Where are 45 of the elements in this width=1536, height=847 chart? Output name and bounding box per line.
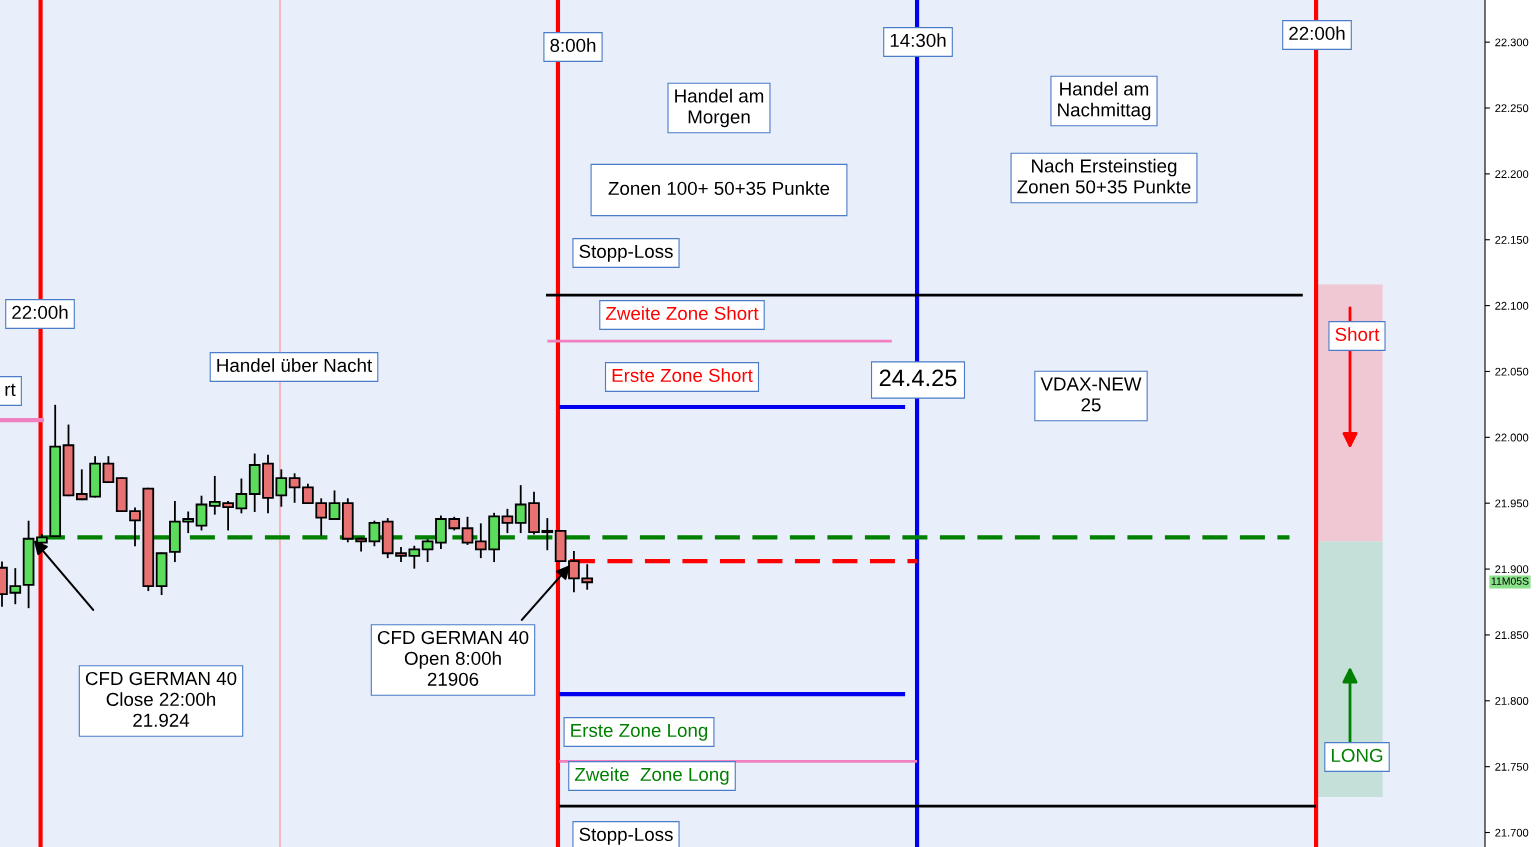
candlestick bbox=[195, 495, 208, 531]
y-tick-label: 22.250 bbox=[1495, 104, 1529, 113]
annotation: 22:00h bbox=[12, 305, 68, 320]
y-tick-label: 22.100 bbox=[1495, 301, 1529, 310]
annotation: Zweite Zone Long bbox=[574, 767, 729, 785]
candlestick bbox=[288, 473, 301, 503]
candlestick bbox=[421, 539, 434, 563]
annotation: 22:00h bbox=[1289, 26, 1345, 41]
candlestick bbox=[235, 478, 248, 514]
text: 11M05S bbox=[1491, 577, 1529, 585]
y-tick-label: 21.750 bbox=[1495, 762, 1529, 771]
annotation: 14:30h bbox=[890, 33, 946, 48]
annotation: LONG bbox=[1331, 748, 1383, 763]
annotation: Stopp-Loss bbox=[579, 244, 673, 262]
y-tick-label: 22.200 bbox=[1495, 170, 1529, 179]
candlestick bbox=[102, 456, 115, 484]
annotation: Handel über Nacht bbox=[217, 358, 373, 373]
annotation: Erste Zone Long bbox=[571, 723, 708, 741]
annotation: rt bbox=[5, 383, 16, 396]
y-tick-label: 22.050 bbox=[1495, 367, 1529, 376]
annotation: Handel am Morgen bbox=[675, 88, 764, 128]
y-tick-label: 21.700 bbox=[1495, 828, 1529, 837]
y-tick-label: 22.150 bbox=[1495, 236, 1529, 244]
annotation: Handel am Nachmittag bbox=[1058, 81, 1151, 121]
annotation: 8:00h bbox=[550, 38, 596, 53]
annotation: Nach Ersteinstieg Zonen 50+35 Punkte bbox=[1017, 158, 1191, 194]
candlestick bbox=[461, 516, 474, 545]
annotation: Zonen 100+ 50+35 Punkte bbox=[608, 181, 830, 196]
annotation: VDAX-NEW 25 bbox=[1040, 377, 1142, 412]
annotation: Erste Zone Short bbox=[612, 368, 753, 383]
annotation: CFD GERMAN 40 Close 22:00h 21.924 bbox=[85, 671, 237, 727]
annotation: Short bbox=[1335, 327, 1380, 342]
annotation: Zweite Zone Short bbox=[606, 306, 759, 321]
y-tick-label: 21.950 bbox=[1495, 499, 1529, 508]
y-tick-label: 22.300 bbox=[1495, 38, 1529, 47]
y-tick-label: 21.800 bbox=[1495, 697, 1529, 705]
y-tick-label: 21.850 bbox=[1495, 631, 1529, 640]
annotation: 24.4.25 bbox=[879, 369, 957, 387]
candlestick bbox=[328, 490, 341, 520]
candlestick bbox=[501, 508, 514, 534]
annotation: CFD GERMAN 40 Open 8:00h 21906 bbox=[377, 630, 529, 686]
y-tick-label: 21.900 bbox=[1495, 565, 1529, 574]
annotation: Stopp-Loss bbox=[579, 827, 673, 845]
y-tick-label: 22.000 bbox=[1495, 433, 1529, 442]
candlestick bbox=[368, 520, 381, 547]
